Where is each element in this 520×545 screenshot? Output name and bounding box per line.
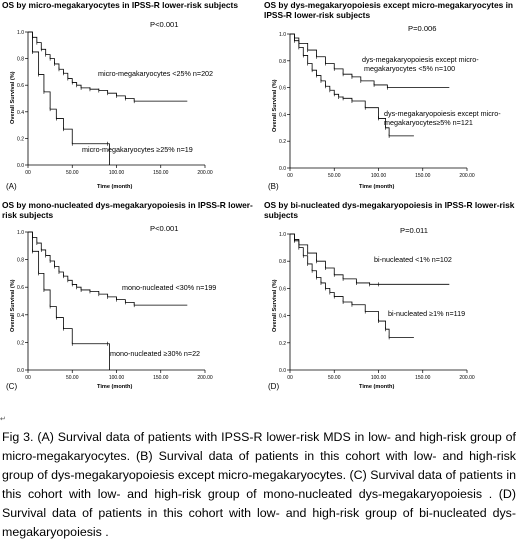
y-tick-label: 0.0 (17, 368, 24, 374)
p-value: P<0.001 (150, 224, 179, 233)
panel-letter: (C) (6, 382, 18, 391)
series-label-low: micro-megakaryocytes <25% n=202 (98, 69, 214, 78)
series-label-low-1: dys-megakaryopoiesis except micro- (362, 55, 479, 64)
km-panel-a: OS by micro-megakaryocytes in IPSS-R low… (0, 0, 258, 196)
x-tick-label: 50.00 (328, 375, 341, 381)
y-tick-label: 0.6 (279, 86, 286, 92)
survival-curve-low-risk (28, 231, 188, 306)
series-label-low-2: megakaryocytes <5% n=100 (364, 64, 456, 73)
y-tick-label: 1.0 (279, 32, 286, 38)
y-tick-label: 0.4 (17, 110, 24, 116)
x-tick-label: 50.00 (66, 375, 79, 381)
series-label-high-1: dys-megakaryopoiesis except micro- (384, 109, 501, 118)
x-axis-label: Time (month) (359, 384, 395, 390)
y-tick-label: 0.8 (279, 59, 286, 65)
y-tick-label: 1.0 (17, 30, 24, 36)
y-tick-label: 0.6 (17, 285, 24, 291)
y-tick-label: 0.4 (279, 112, 286, 118)
survival-curve-high-risk (290, 233, 414, 338)
series-label-high-2: megakaryocytes≥5% n=121 (384, 118, 473, 127)
y-tick-label: 0.8 (279, 259, 286, 265)
km-plot-a: 0.0 0.2 0.4 0.6 0.8 1.0 00 50.00 100.00 150.00 200… (17, 30, 213, 176)
x-tick-label: 200.00 (459, 375, 475, 381)
y-tick-label: 1.0 (17, 230, 24, 236)
x-tick-label: 150.00 (153, 375, 169, 381)
km-plot-d: 0.0 0.2 0.4 0.6 0.8 1.0 00 50.00 100.00 150.00 200… (279, 232, 475, 381)
panel-letter: (D) (268, 382, 280, 391)
panel-letter: (B) (268, 182, 279, 191)
panel-title: OS by dys-megakaryopoiesis except micro-… (264, 0, 514, 20)
p-value: P<0.001 (150, 20, 179, 29)
x-tick-label: 200.00 (197, 170, 213, 176)
x-tick-label: 50.00 (66, 170, 79, 176)
y-tick-label: 0.0 (279, 368, 286, 374)
panel-title: OS by mono-nucleated dys-megakaryopoiesi… (2, 200, 253, 220)
x-axis-label: Time (month) (359, 184, 395, 190)
panel-title: OS by micro-megakaryocytes in IPSS-R low… (2, 0, 238, 10)
return-mark: ↵ (0, 416, 6, 423)
x-tick-label: 00 (25, 375, 31, 381)
x-tick-label: 150.00 (415, 375, 431, 381)
panel-title: OS by bi-nucleated dys-megakaryopoiesis … (264, 200, 515, 220)
y-tick-label: 0.6 (17, 83, 24, 89)
x-tick-label: 100.00 (371, 375, 387, 381)
y-tick-label: 0.2 (17, 340, 24, 346)
series-label-high: micro-megakaryocytes ≥25% n=19 (82, 145, 193, 154)
y-tick-label: 0.2 (279, 341, 286, 347)
figure-caption: Fig 3. (A) Survival data of patients wit… (2, 430, 516, 539)
x-tick-label: 200.00 (197, 375, 213, 381)
y-tick-label: 0.4 (279, 314, 286, 320)
y-tick-label: 0.2 (279, 139, 286, 145)
y-tick-label: 0.0 (279, 166, 286, 172)
km-plot-b: 0.0 0.2 0.4 0.6 0.8 1.0 00 50.00 100.00 150.00 200… (279, 32, 475, 179)
km-panel-c: OS by mono-nucleated dys-megakaryopoiesi… (0, 200, 258, 396)
y-tick-label: 0.4 (17, 313, 24, 319)
p-value: P=0.011 (400, 226, 428, 235)
y-tick-label: 0.8 (17, 258, 24, 264)
series-label-high: mono-nucleated ≥30% n=22 (110, 349, 201, 358)
x-tick-label: 50.00 (328, 173, 341, 179)
km-plot-c: 0.0 0.2 0.4 0.6 0.8 1.0 00 50.00 100.00 150.00 200… (17, 230, 213, 381)
survival-curve-high-risk (28, 31, 110, 165)
x-tick-label: 100.00 (109, 375, 125, 381)
survival-curve-high-risk (28, 231, 110, 370)
y-tick-label: 0.0 (17, 163, 24, 169)
panel-letter: (A) (6, 182, 17, 191)
y-tick-label: 1.0 (279, 232, 286, 238)
x-axis-label: Time (month) (97, 184, 133, 190)
x-tick-label: 00 (25, 170, 31, 176)
p-value: P=0.006 (408, 24, 437, 33)
series-label-low: bi-nucleated <1% n=102 (374, 255, 452, 264)
y-tick-label: 0.6 (279, 286, 286, 292)
x-tick-label: 150.00 (153, 170, 169, 176)
km-panel-d: OS by bi-nucleated dys-megakaryopoiesis … (262, 200, 520, 396)
survival-curve-low-risk (28, 31, 188, 102)
x-tick-label: 100.00 (371, 173, 387, 179)
series-label-low: mono-nucleated <30% n=199 (122, 283, 217, 292)
x-tick-label: 100.00 (109, 170, 125, 176)
x-tick-label: 200.00 (459, 173, 475, 179)
km-panel-b: OS by dys-megakaryopoiesis except micro-… (262, 0, 520, 196)
series-label-high: bi-nucleated ≥1% n=119 (388, 309, 466, 318)
x-tick-label: 00 (287, 173, 293, 179)
y-tick-label: 0.2 (17, 136, 24, 142)
x-tick-label: 00 (287, 375, 293, 381)
y-tick-label: 0.8 (17, 57, 24, 63)
x-tick-label: 150.00 (415, 173, 431, 179)
x-axis-label: Time (month) (97, 384, 133, 390)
